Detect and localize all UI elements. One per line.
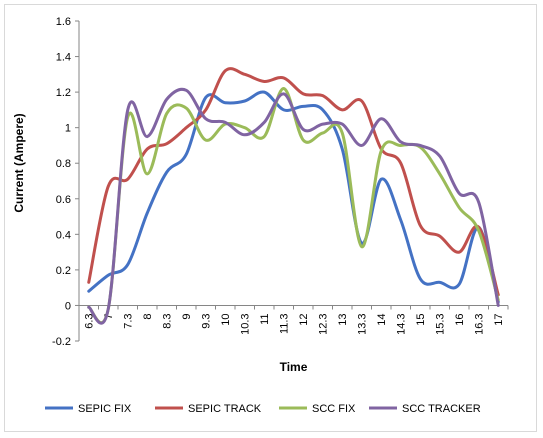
x-tick-label: 15.3 xyxy=(435,313,447,334)
y-tick-label: 1.6 xyxy=(56,16,71,28)
y-tick-label: 0 xyxy=(65,300,71,312)
x-tick-label: 13 xyxy=(337,313,349,325)
x-tick-label: 12 xyxy=(298,313,310,325)
x-tick-label: 7 xyxy=(103,313,115,319)
x-tick-label: 12.3 xyxy=(318,313,330,334)
x-tick-label: 7.3 xyxy=(123,313,135,328)
x-tick-label: 6.3 xyxy=(84,313,96,328)
series-line-scc-fix xyxy=(87,87,500,325)
x-tick-label: 8.3 xyxy=(162,313,174,328)
y-axis-ticks: -0.2 0 0.2 0.4 0.6 0.8 1 1.2 1.4 1.6 xyxy=(52,16,79,348)
x-tick-label: 9.3 xyxy=(201,313,213,328)
x-axis-ticks: 6.3 7 7.3 8 8.3 9 9.3 10 10.3 11 11.3 12 12.3 13 13.3 1… xyxy=(78,305,509,335)
y-tick-label: 1 xyxy=(65,123,71,135)
y-tick-label: 0.2 xyxy=(56,265,71,277)
x-tick-label: 10.3 xyxy=(240,313,252,334)
x-tick-label: 13.3 xyxy=(357,313,369,334)
y-tick-label: 0.4 xyxy=(56,229,71,241)
x-tick-label: 11 xyxy=(259,313,271,324)
legend-label-scc-fix: SCC FIX xyxy=(312,403,356,415)
x-tick-label: 14.3 xyxy=(396,313,408,334)
x-tick-label: 17 xyxy=(493,313,505,325)
x-tick-label: 10 xyxy=(220,313,232,325)
line-chart: -0.2 0 0.2 0.4 0.6 0.8 1 1.2 1.4 1.6 6.3 7 7.3 8 8.3 9… xyxy=(12,16,509,415)
chart-frame: -0.2 0 0.2 0.4 0.6 0.8 1 1.2 1.4 1.6 6.3 7 7.3 8 8.3 9… xyxy=(4,4,537,432)
x-tick-label: 11.3 xyxy=(279,313,291,334)
y-tick-label: -0.2 xyxy=(52,336,71,348)
x-tick-label: 9 xyxy=(181,313,193,319)
series-lines xyxy=(87,67,500,325)
x-tick-label: 8 xyxy=(142,313,154,319)
x-tick-label: 16 xyxy=(454,313,466,325)
y-tick-label: 0.8 xyxy=(56,158,71,170)
y-tick-label: 1.2 xyxy=(56,87,71,99)
x-axis-title: Time xyxy=(280,360,308,374)
y-axis-title: Current (Ampere) xyxy=(12,113,26,212)
series-line-scc-tracker xyxy=(87,87,500,325)
legend-label-sepic-track: SEPIC TRACK xyxy=(188,403,262,415)
legend-label-scc-tracker: SCC TRACKER xyxy=(402,403,481,415)
x-tick-label: 16.3 xyxy=(474,313,486,334)
x-tick-label: 14 xyxy=(376,313,388,325)
y-tick-label: 0.6 xyxy=(56,194,71,206)
series-line-sepic-fix xyxy=(87,90,500,304)
x-tick-label: 15 xyxy=(415,313,427,325)
y-tick-label: 1.4 xyxy=(56,52,71,64)
legend-label-sepic-fix: SEPIC FIX xyxy=(78,403,132,415)
series-line-sepic-track xyxy=(87,67,500,297)
legend: SEPIC FIX SEPIC TRACK SCC FIX SCC TRACKER xyxy=(45,403,481,415)
